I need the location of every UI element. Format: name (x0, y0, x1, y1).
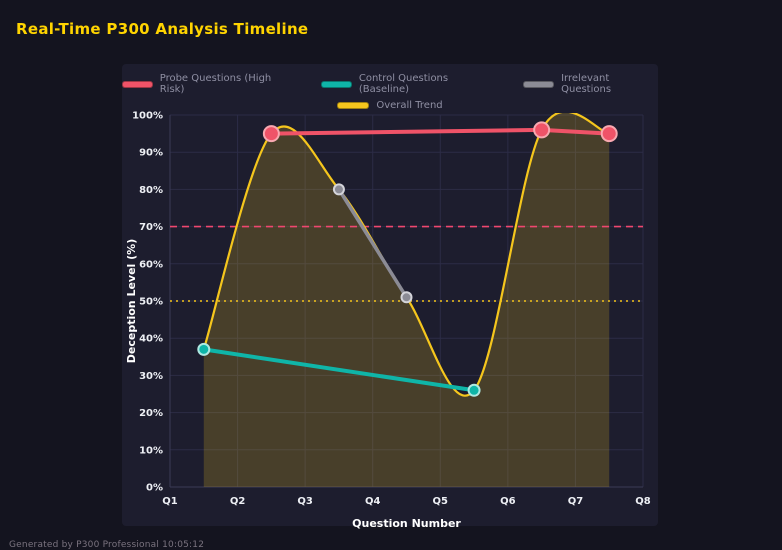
probe-legend-swatch (122, 80, 153, 88)
svg-text:40%: 40% (139, 334, 163, 345)
svg-text:Q7: Q7 (568, 496, 584, 507)
control-data-point[interactable] (197, 342, 211, 356)
legend-row-2: Overall Trend (337, 100, 443, 111)
svg-text:30%: 30% (139, 371, 163, 382)
probe-data-point[interactable] (533, 121, 551, 139)
control-data-point[interactable] (467, 383, 481, 397)
control-legend-label: Control Questions (Baseline) (358, 73, 449, 95)
svg-text:90%: 90% (139, 148, 163, 159)
legend-row-1: Probe Questions (High Risk) Control Ques… (122, 73, 658, 95)
svg-text:0%: 0% (146, 483, 163, 494)
irrelevant-legend-swatch (523, 80, 555, 88)
svg-text:50%: 50% (139, 297, 163, 308)
trend-legend-swatch (337, 102, 370, 109)
svg-text:Q8: Q8 (635, 496, 651, 507)
irrelevant-data-point[interactable] (332, 183, 345, 196)
svg-text:Q1: Q1 (162, 496, 178, 507)
svg-text:Q6: Q6 (500, 496, 516, 507)
irrelevant-data-point[interactable] (400, 291, 413, 304)
footer-note: Generated by P300 Professional 10:05:12 (9, 540, 205, 550)
probe-data-point[interactable] (600, 125, 618, 143)
irrelevant-legend-label: Irrelevant Questions (561, 73, 612, 95)
x-axis-title: Question Number (352, 517, 461, 530)
legend-item-irrelevant[interactable]: Irrelevant Questions (523, 73, 658, 95)
y-axis-tick-labels: 0% 10% 20% 30% 40% 50% 60% 70% 80% 90% 100% (132, 111, 163, 494)
svg-text:10%: 10% (139, 445, 163, 456)
p300-timeline-chart-panel: Probe Questions (High Risk) Control Ques… (122, 64, 658, 530)
legend-item-control[interactable]: Control Questions (Baseline) (321, 73, 495, 95)
svg-text:70%: 70% (139, 222, 163, 233)
probe-data-point[interactable] (262, 125, 280, 143)
chart-legend: Probe Questions (High Risk) Control Ques… (122, 64, 658, 111)
svg-text:100%: 100% (132, 111, 163, 122)
svg-text:80%: 80% (139, 185, 163, 196)
legend-item-trend[interactable]: Overall Trend (337, 100, 443, 111)
control-series-line (201, 347, 477, 393)
legend-item-probe[interactable]: Probe Questions (High Risk) (122, 73, 293, 95)
y-axis-title: Deception Level (%) (125, 239, 138, 363)
svg-text:Q4: Q4 (365, 496, 381, 507)
svg-text:Q5: Q5 (433, 496, 449, 507)
x-axis-tick-labels: Q1 Q2 Q3 Q4 Q5 Q6 Q7 Q8 (162, 496, 651, 507)
chart-plot-area: 0%10%20%30%40%50%60%70%80%90%100%Q1 Q2 Q3 Q… (125, 111, 651, 531)
svg-text:Q2: Q2 (230, 496, 246, 507)
trend-legend-label: Overall Trend (376, 100, 443, 111)
irrelevant-series-line (337, 187, 409, 300)
probe-legend-label: Probe Questions (High Risk) (159, 73, 272, 95)
page-title: Real-Time P300 Analysis Timeline (16, 20, 309, 38)
svg-text:20%: 20% (139, 408, 163, 419)
svg-text:Q3: Q3 (297, 496, 313, 507)
svg-text:60%: 60% (139, 259, 163, 270)
control-legend-swatch (321, 80, 352, 88)
